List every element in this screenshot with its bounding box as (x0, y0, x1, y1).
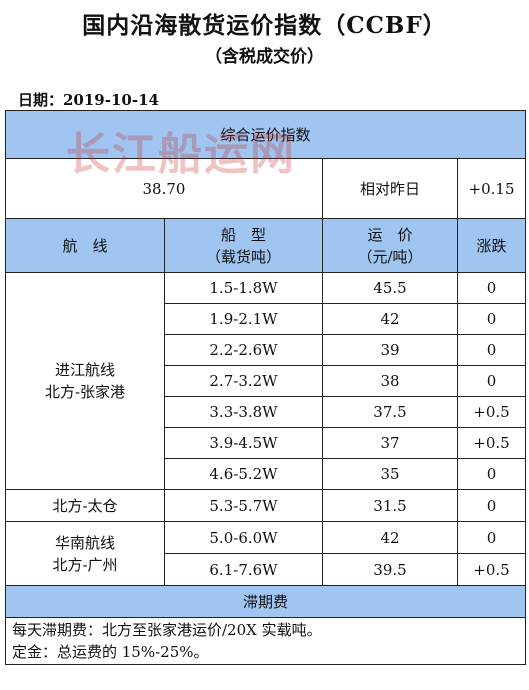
price-cell: 45.5 (322, 272, 458, 304)
change-cell: 0 (456, 365, 527, 397)
notes-row: 每天滞期费：北方至张家港运价/20X 实载吨。 定金：总运费的 15%-25%。 (4, 617, 527, 665)
note-demurrage-fee: 每天滞期费：北方至张家港运价/20X 实载吨。 (12, 621, 322, 639)
change-cell: +0.5 (456, 396, 527, 428)
table-row: 3.9-4.5W 37 +0.5 (6, 427, 527, 459)
change-cell: 0 (456, 458, 527, 490)
table-row: 2.7-3.2W 38 0 (6, 365, 527, 397)
change-cell: 0 (456, 272, 527, 304)
price-cell: 39.5 (322, 553, 458, 586)
route-cell-huanan: 华南航线 北方-广州 (5, 521, 165, 586)
freight-index-table: 综合运价指数 38.70 相对昨日 +0.15 航 线 船 型 （载货吨） 运 … (4, 110, 527, 665)
ship-type-cell: 1.9-2.1W (164, 303, 323, 335)
table-row: 1.9-2.1W 42 0 (6, 303, 527, 335)
ship-type-cell: 4.6-5.2W (164, 458, 323, 490)
ship-type-cell: 5.0-6.0W (164, 521, 323, 554)
route-cell-taicang: 北方-太仓 (5, 489, 165, 522)
route-line2: 北方-张家港 (44, 383, 126, 401)
header-freight-line2: （元/吨） (357, 247, 423, 266)
price-cell: 39 (322, 334, 458, 366)
table-row: 北方-太仓 5.3-5.7W 31.5 0 (5, 489, 527, 522)
header-route: 航 线 (5, 218, 165, 273)
page-subtitle: （含税成交价） (205, 47, 324, 67)
price-cell: 42 (322, 303, 458, 335)
ship-type-cell: 6.1-7.6W (164, 553, 323, 586)
section-title-row: 综合运价指数 (4, 110, 527, 159)
table-row: 4.6-5.2W 35 0 (6, 458, 527, 490)
ship-type-cell: 2.2-2.6W (164, 334, 323, 366)
relative-change-value: +0.15 (456, 158, 527, 219)
table-row: 6.1-7.6W 39.5 +0.5 (6, 553, 527, 586)
price-cell: 42 (322, 521, 458, 554)
section-title: 综合运价指数 (4, 110, 527, 159)
price-cell: 37 (322, 427, 458, 459)
ship-type-cell: 3.3-3.8W (164, 396, 323, 428)
change-cell: 0 (456, 521, 527, 554)
ship-type-cell: 5.3-5.7W (164, 489, 323, 522)
notes-cell: 每天滞期费：北方至张家港运价/20X 实载吨。 定金：总运费的 15%-25%。 (4, 617, 527, 665)
route-line1: 进江航线 (54, 361, 115, 379)
price-cell: 37.5 (322, 396, 458, 428)
page-title: 国内沿海散货运价指数（CCBF） (82, 12, 447, 39)
price-cell: 31.5 (322, 489, 458, 522)
header-ship-type-line2: （载货吨） (205, 247, 281, 266)
header-ship-type-line1: 船 型 (220, 225, 266, 244)
relative-label: 相对昨日 (322, 158, 458, 219)
composite-index-value: 38.70 (5, 158, 323, 219)
composite-index-row: 38.70 相对昨日 +0.15 (5, 158, 527, 219)
change-cell: 0 (456, 334, 527, 366)
demurrage-title-row: 滞期费 (4, 585, 527, 618)
ship-type-cell: 1.5-1.8W (164, 272, 323, 304)
change-cell: +0.5 (456, 427, 527, 459)
route-line2: 北方-广州 (52, 555, 118, 574)
route-line1: 华南航线 (54, 533, 115, 552)
price-cell: 38 (322, 365, 458, 397)
table-row: 进江航线 北方-张家港 1.5-1.8W 45.5 0 (5, 272, 527, 490)
price-cell: 35 (322, 458, 458, 490)
date-label: 日期：2019-10-14 (18, 91, 159, 109)
note-deposit: 定金：总运费的 15%-25%。 (12, 643, 209, 661)
header-change: 涨跌 (456, 218, 527, 273)
table-row: 3.3-3.8W 37.5 +0.5 (6, 396, 527, 428)
table-row: 华南航线 北方-广州 5.0-6.0W 42 0 (5, 521, 527, 586)
demurrage-title: 滞期费 (4, 585, 527, 618)
column-header-row: 航 线 船 型 （载货吨） 运 价 （元/吨） 涨跌 (5, 218, 527, 273)
header-ship-type: 船 型 （载货吨） (164, 218, 323, 273)
change-cell: 0 (456, 303, 527, 335)
change-cell: 0 (456, 489, 527, 522)
header-freight-line1: 运 价 (367, 225, 413, 244)
change-cell: +0.5 (456, 553, 527, 586)
ship-type-cell: 3.9-4.5W (164, 427, 323, 459)
header-freight: 运 价 （元/吨） (322, 218, 458, 273)
route-cell-jinjiang: 进江航线 北方-张家港 (5, 272, 165, 490)
ship-type-cell: 2.7-3.2W (164, 365, 323, 397)
